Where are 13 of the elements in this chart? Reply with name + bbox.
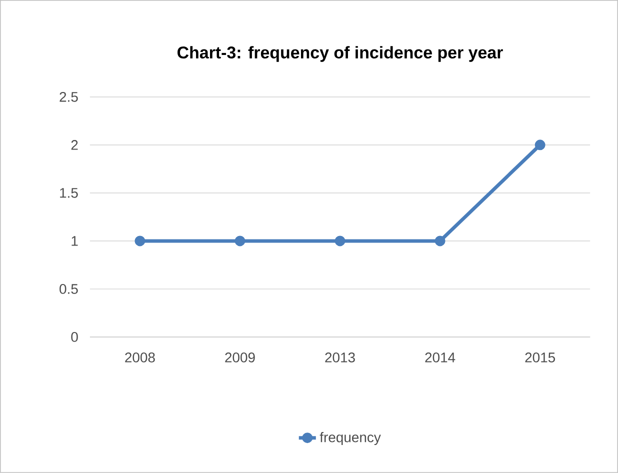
legend-label: frequency [320, 432, 381, 446]
y-tick-label: 1 [72, 236, 78, 246]
x-tick-label: 2014 [425, 352, 456, 362]
y-tick-label: 1.5 [60, 188, 78, 198]
x-tick-label: 2013 [325, 352, 355, 362]
y-tick-label: 2 [71, 140, 78, 150]
y-tick-label: 2.5 [60, 92, 78, 102]
x-tick-label: 2008 [125, 352, 155, 362]
x-tick-label: 2015 [525, 352, 556, 362]
chart-title: Chart-3: frequency of incidence per year [178, 46, 503, 62]
x-tick-label: 2009 [225, 352, 255, 362]
y-tick-label: 0 [71, 332, 78, 342]
y-tick-label: 0.5 [60, 284, 78, 294]
